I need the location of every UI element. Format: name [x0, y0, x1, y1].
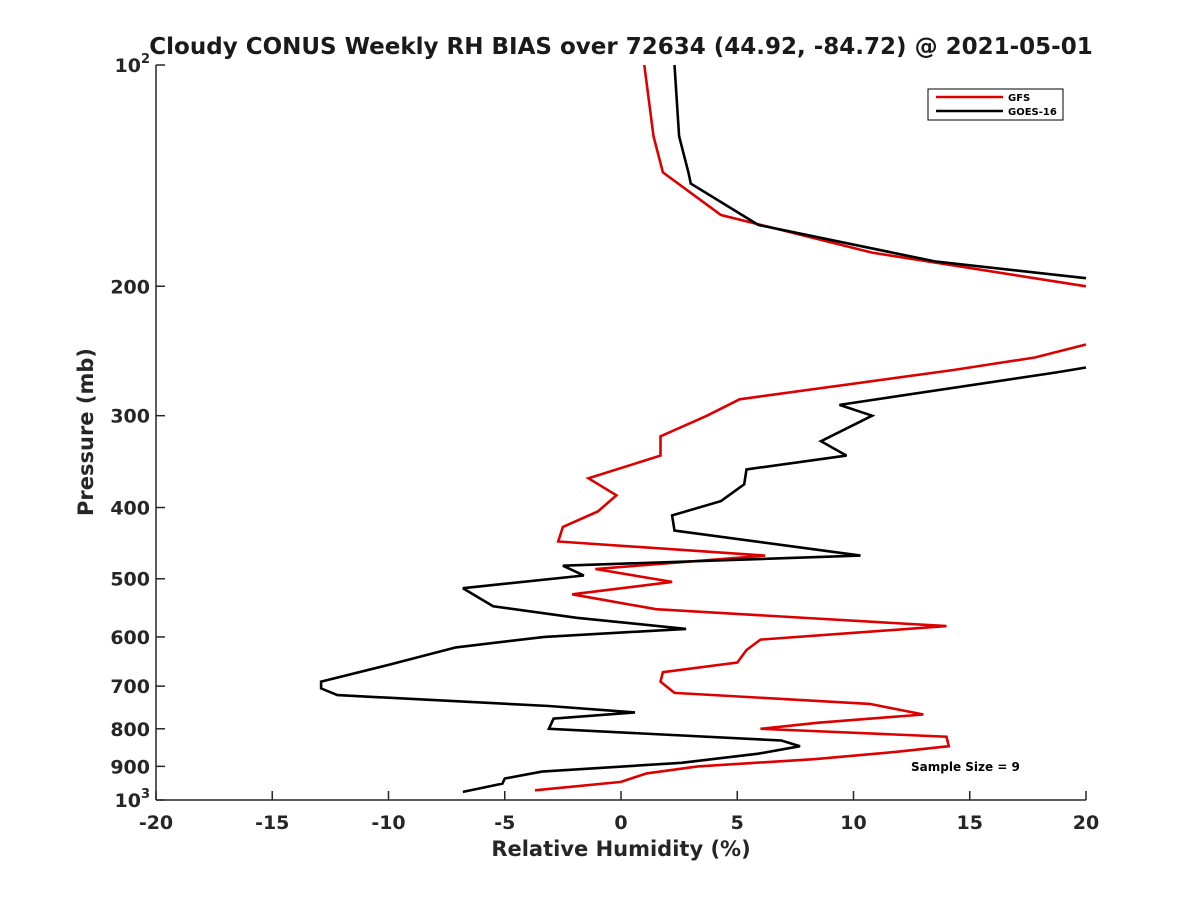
y-tick-label: 800	[110, 719, 150, 741]
series-line-goes16	[673, 64, 1087, 280]
x-tick-label: 15	[957, 812, 983, 834]
y-tick-label: 700	[110, 676, 150, 698]
x-tick-label: -15	[255, 812, 289, 834]
series-line-goes16	[319, 366, 1087, 794]
chart-title: Cloudy CONUS Weekly RH BIAS over 72634 (…	[149, 34, 1092, 60]
legend-box	[927, 88, 1064, 121]
x-tick-label: 10	[840, 812, 866, 834]
y-tick-label: 102	[115, 52, 151, 77]
legend: GFS GOES-16	[927, 88, 1064, 121]
y-axis-label: Pressure (mb)	[74, 348, 98, 516]
x-tick-group: -20 -15 -10 -5 0 5 10 15 20	[139, 791, 1099, 834]
y-tick-label: 500	[110, 569, 150, 591]
x-tick-label: -5	[494, 812, 515, 834]
x-tick-label: -20	[139, 812, 173, 834]
y-tick-label: 200	[110, 276, 150, 298]
x-tick-label: 5	[731, 812, 744, 834]
sample-size-annotation: Sample Size = 9	[911, 760, 1020, 774]
y-tick-label: 400	[110, 498, 150, 520]
y-tick-label: 103	[115, 787, 151, 812]
x-axis-label: Relative Humidity (%)	[491, 837, 750, 861]
y-tick-label: 600	[110, 627, 150, 649]
plot-area	[156, 65, 1086, 800]
legend-label-gfs: GFS	[1008, 93, 1030, 104]
x-tick-label: 20	[1073, 812, 1099, 834]
y-tick-label: 900	[110, 756, 150, 778]
series-layer	[319, 64, 1087, 794]
legend-label-goes16: GOES-16	[1008, 107, 1057, 118]
series-line-gfs	[643, 64, 1087, 288]
x-tick-label: -10	[371, 812, 405, 834]
y-tick-label: 300	[110, 406, 150, 428]
y-tick-group: 102 200 300 400 500 600 700 800 900 103	[110, 52, 165, 812]
series-line-gfs	[534, 343, 1087, 792]
x-tick-label: 0	[614, 812, 627, 834]
